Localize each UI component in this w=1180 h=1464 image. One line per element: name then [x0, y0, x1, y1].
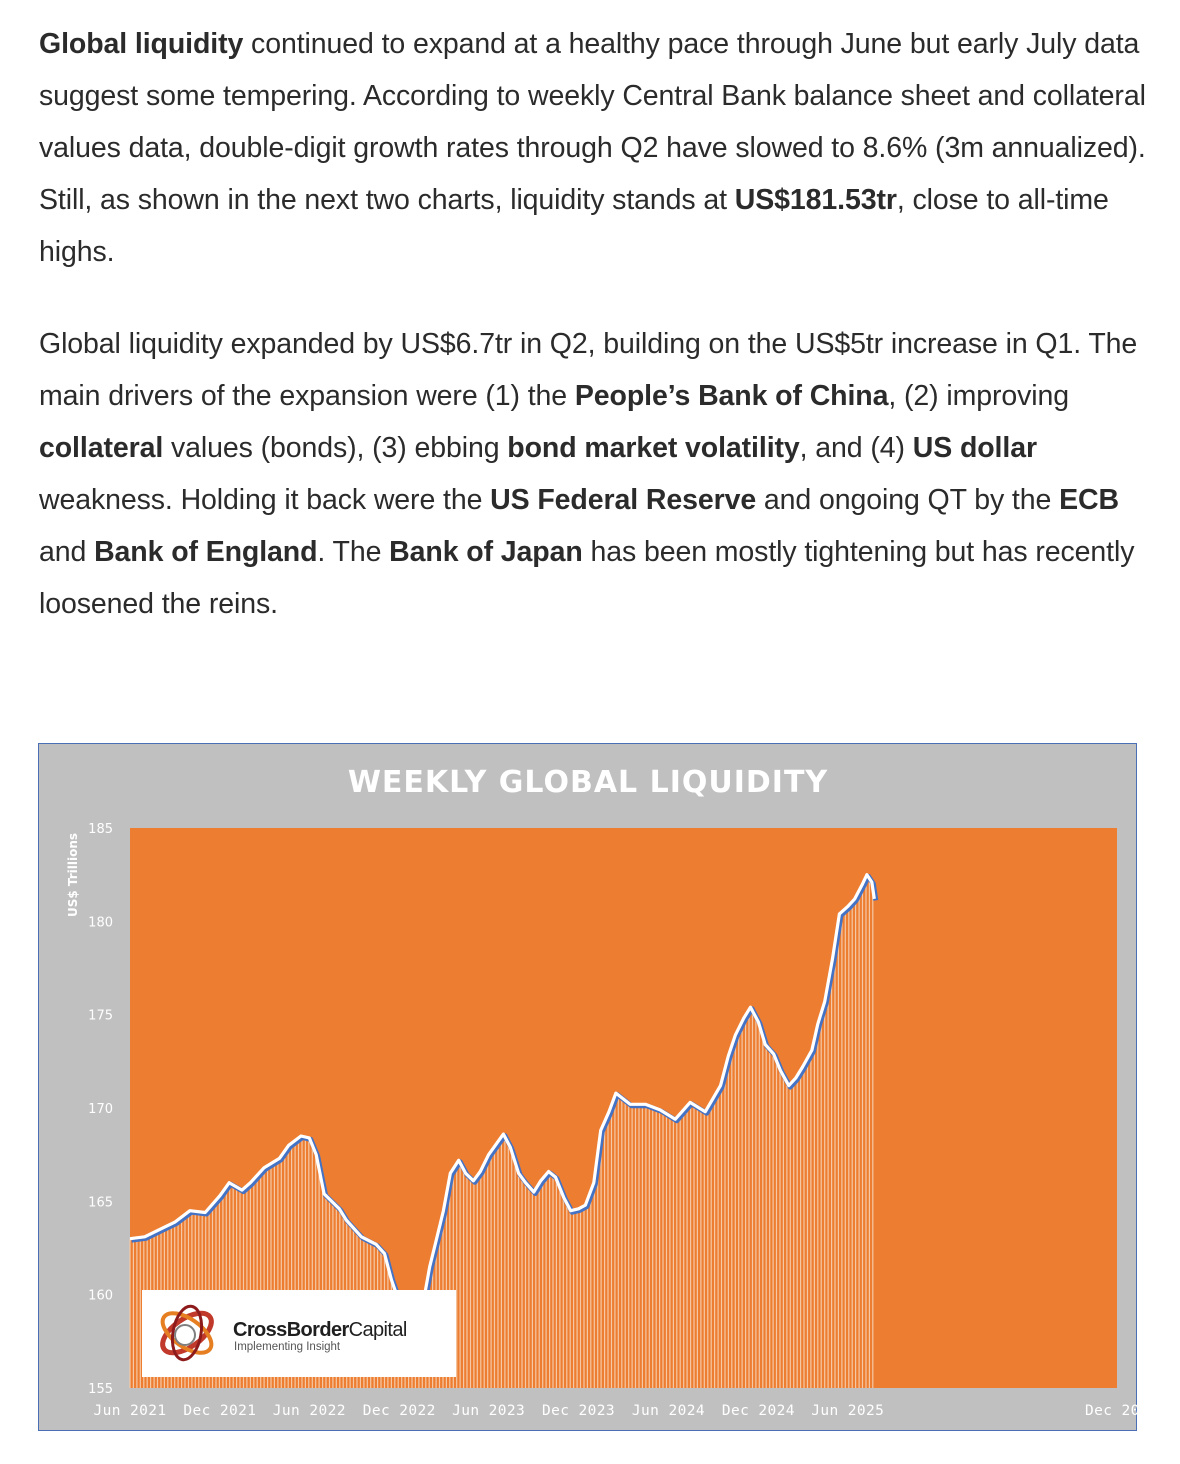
x-tick-label: Jun 2024 — [632, 1403, 705, 1419]
liquidity-series-line — [129, 873, 876, 1323]
text-run: and ongoing QT by the — [756, 484, 1060, 516]
logo-name: CrossBorderCapital — [233, 1319, 407, 1341]
x-tick-label: Jun 2022 — [273, 1403, 346, 1419]
x-tick-label: Dec 2022 — [363, 1403, 436, 1419]
paragraph-liquidity-summary: Global liquidity continued to expand at … — [39, 18, 1149, 278]
y-tick-label: 155 — [88, 1382, 113, 1397]
logo-tagline: Implementing Insight — [234, 1341, 341, 1353]
chart-title: WEEKLY GLOBAL LIQUIDITY — [348, 765, 829, 800]
text-run: weakness. Holding it back were the — [39, 484, 491, 516]
text-run: has been mostly tightening but has recen… — [39, 536, 1135, 620]
text-run: . The — [317, 536, 390, 568]
text-run: values (bonds), (3) ebbing — [163, 432, 508, 464]
y-tick-label: 185 — [88, 822, 113, 837]
bold-phrase: bond market volatility — [507, 432, 800, 464]
bold-phrase: collateral — [39, 432, 164, 464]
article-body: Global liquidity continued to expand at … — [39, 18, 1149, 630]
text-run: , (2) improving — [888, 380, 1070, 412]
bold-phrase: Bank of Japan — [389, 536, 583, 568]
bold-phrase: US dollar — [912, 432, 1037, 464]
crossborder-globe-icon — [160, 1304, 214, 1362]
y-tick-label: 170 — [88, 1102, 113, 1117]
x-tick-label: Dec 2023 — [542, 1403, 615, 1419]
x-tick-label: Dec 2024 — [722, 1403, 795, 1419]
x-tick-label: Dec 202 — [1085, 1403, 1138, 1419]
text-run: continued to expand at a healthy pace th… — [39, 28, 1146, 216]
y-tick-label: 165 — [88, 1195, 113, 1210]
x-tick-label: Jun 2023 — [452, 1403, 525, 1419]
y-tick-label: 160 — [88, 1289, 113, 1304]
paragraph-liquidity-drivers: Global liquidity expanded by US$6.7tr in… — [39, 318, 1149, 630]
text-run: , and (4) — [799, 432, 913, 464]
text-run: Global liquidity expanded by US$6.7tr in… — [39, 328, 1138, 412]
bold-phrase: US Federal Reserve — [490, 484, 757, 516]
y-tick-label: 175 — [88, 1009, 113, 1024]
bold-phrase: Global liquidity — [39, 28, 244, 60]
text-run: , close to all-time highs. — [39, 184, 1109, 268]
bold-phrase: ECB — [1059, 484, 1119, 516]
text-run: and — [39, 536, 95, 568]
x-tick-label: Dec 2021 — [183, 1403, 256, 1419]
bold-phrase: Bank of England — [94, 536, 318, 568]
bold-phrase: People’s Bank of China — [574, 380, 889, 412]
crossborder-capital-logo: CrossBorderCapital Implementing Insight — [142, 1290, 456, 1377]
y-axis-label: US$ Trillions — [66, 833, 80, 917]
x-tick-label: Jun 2025 — [811, 1403, 884, 1419]
y-tick-label: 180 — [88, 915, 113, 930]
bold-phrase: US$181.53tr — [734, 184, 897, 216]
weekly-global-liquidity-chart: WEEKLY GLOBAL LIQUIDITY US$ Trillions 155 1… — [38, 743, 1138, 1431]
x-tick-label: Jun 2021 — [93, 1403, 166, 1419]
